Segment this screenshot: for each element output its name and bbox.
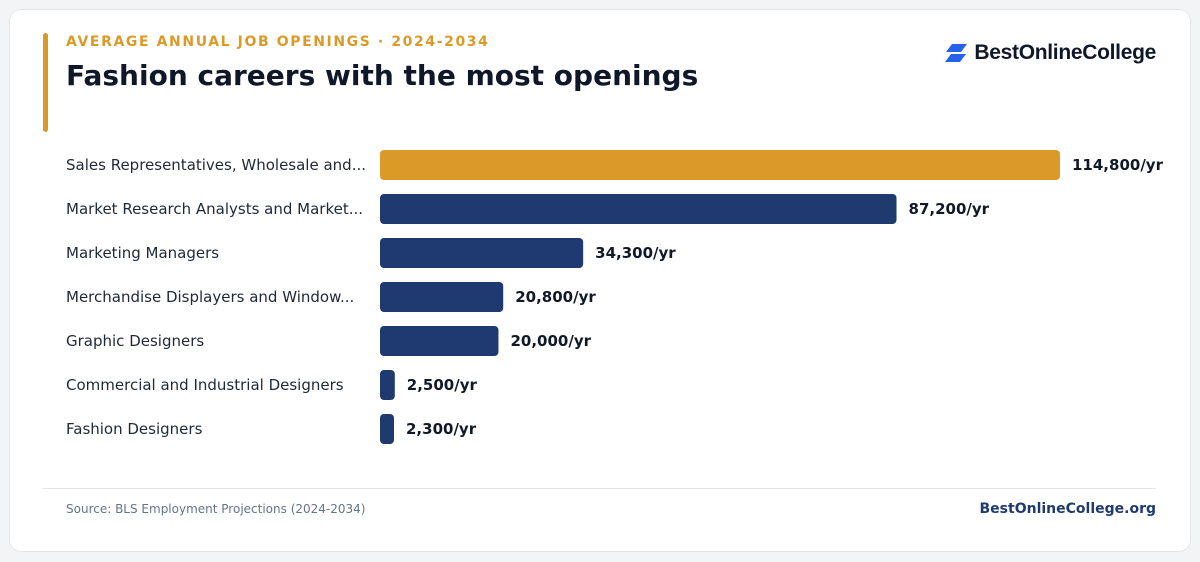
chart-card: [9, 9, 1191, 552]
value-label: 20,000/yr: [510, 332, 591, 350]
bar: [380, 194, 897, 224]
footer-divider: [43, 488, 1156, 489]
value-label: 2,500/yr: [407, 376, 478, 394]
source-note: Source: BLS Employment Projections (2024…: [66, 502, 366, 516]
site-link[interactable]: BestOnlineCollege.org: [979, 501, 1156, 517]
bar: [380, 150, 1060, 180]
chart-title: Fashion careers with the most openings: [66, 59, 699, 92]
brand-logo-icon-bottom: [945, 54, 967, 62]
bar: [380, 414, 394, 444]
category-label: Market Research Analysts and Market...: [66, 200, 363, 218]
bar: [380, 326, 499, 356]
header-accent-rule: [43, 33, 48, 132]
category-label: Marketing Managers: [66, 244, 219, 262]
brand-logo: BestOnlineCollege: [944, 40, 1156, 66]
chart-eyebrow: AVERAGE ANNUAL JOB OPENINGS · 2024-2034: [66, 34, 490, 50]
brand-name: BestOnlineCollege: [974, 41, 1156, 64]
category-label: Fashion Designers: [66, 420, 203, 438]
value-label: 34,300/yr: [595, 244, 676, 262]
category-label: Commercial and Industrial Designers: [66, 376, 344, 394]
category-label: Sales Representatives, Wholesale and...: [66, 156, 366, 174]
brand-logo-icon: [945, 44, 968, 62]
bar: [380, 282, 504, 312]
value-label: 20,800/yr: [515, 288, 596, 306]
bar: [380, 370, 395, 400]
category-label: Graphic Designers: [66, 332, 204, 350]
bar: [380, 238, 584, 268]
value-label: 2,300/yr: [406, 420, 477, 438]
value-label: 87,200/yr: [909, 200, 990, 218]
value-label: 114,800/yr: [1072, 156, 1164, 174]
category-label: Merchandise Displayers and Window...: [66, 288, 354, 306]
brand-logo-icon-top: [946, 44, 968, 52]
